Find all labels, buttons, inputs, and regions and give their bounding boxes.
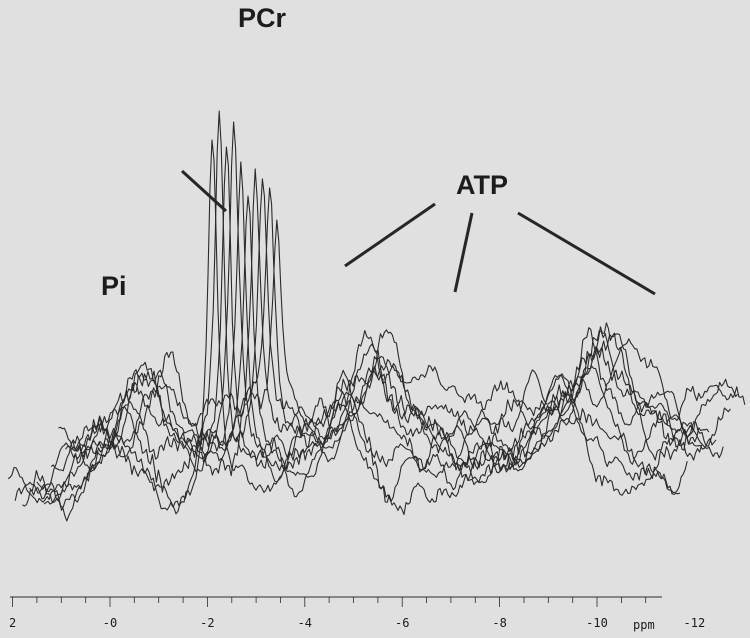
atp-label: ATP [456, 170, 508, 200]
spectrum-trace [72, 219, 746, 459]
spectrum-trace [50, 168, 724, 477]
spectrum-trace [7, 139, 681, 516]
spectrum-trace [65, 187, 739, 464]
x-tick-label: 2 [9, 616, 16, 630]
spectrum-trace [22, 146, 695, 507]
x-tick-label: -2 [200, 616, 214, 630]
peak-annotations: PCr ATP Pi [101, 3, 656, 301]
spectrum-trace [14, 110, 688, 511]
spectrum-trace [58, 178, 731, 476]
x-tick-label: -12 [684, 616, 706, 630]
pcr-label: PCr [238, 3, 287, 33]
pi-label: Pi [101, 271, 127, 301]
spectra-traces [7, 110, 746, 522]
atp-pointer-line-gamma [453, 212, 474, 293]
x-tick-label: -4 [298, 616, 312, 630]
pcr-pointer-line [180, 169, 228, 213]
x-tick-label: -0 [103, 616, 117, 630]
x-axis-label: ppm [633, 618, 655, 632]
x-axis-tick-labels: 2-0-2-4-6-8-10-12-14-16-18 [9, 616, 706, 630]
x-tick-label: -10 [586, 616, 608, 630]
atp-pointer-line-beta [517, 211, 656, 296]
atp-pointer-line-alpha [344, 202, 436, 268]
spectrum-trace [36, 161, 710, 522]
spectrum-trace [29, 121, 703, 511]
x-tick-label: -8 [492, 616, 506, 630]
x-tick-label: -6 [395, 616, 409, 630]
x-axis: 2-0-2-4-6-8-10-12-14-16-18 ppm [9, 596, 706, 632]
spectrum-trace [43, 195, 717, 505]
x-axis-ticks [12, 597, 647, 607]
